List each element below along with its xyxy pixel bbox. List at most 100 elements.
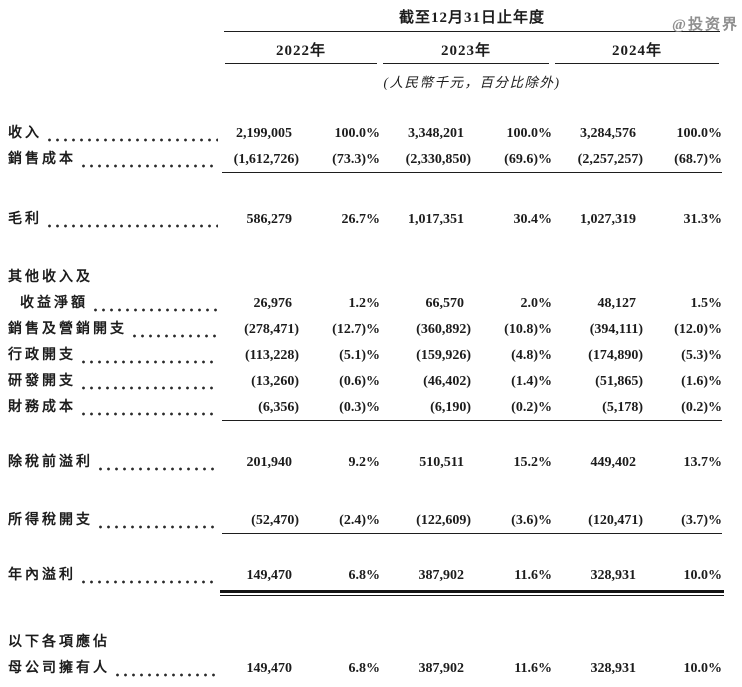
percent-cell: 11.6% <box>469 563 554 596</box>
percent-cell: 9.2% <box>348 455 381 470</box>
percent-cell: 100.0% <box>676 126 723 141</box>
amount-cell <box>222 630 299 656</box>
amount-cell: 26,976 <box>253 296 293 311</box>
row-label: 毛利 <box>8 212 42 227</box>
percent-cell: (69.6)% <box>471 147 552 173</box>
row-label-cell: 所得稅開支 <box>8 508 222 534</box>
table-row: 毛利 586,279 26.7% 1,017,351 30.4% 1,027,319 31.… <box>8 207 742 233</box>
percent-cell: (0.6)% <box>339 374 380 389</box>
row-label-cell: 其他收入及 <box>8 265 222 291</box>
row-label-cell: 毛利 <box>8 207 222 233</box>
percent-cell: 100.0% <box>506 126 553 141</box>
table-row: 行政開支 (113,228) (5.1)% (159,926) (4.8)% (174,8… <box>8 343 742 369</box>
amount-cell: (51,865) <box>595 374 643 389</box>
row-label-cell: 以下各項應佔 <box>8 630 222 656</box>
percent-cell <box>643 630 722 656</box>
percent-cell: 13.7% <box>683 455 723 470</box>
row-label: 收益淨額 <box>20 296 88 311</box>
dot-leader <box>99 467 218 471</box>
percent-cell: (1.4)% <box>511 374 552 389</box>
amount-cell: (159,926) <box>416 348 471 363</box>
year-column-2022: 2022年 <box>225 39 377 64</box>
table-row: 銷售及營銷開支 (278,471) (12.7)% (360,892) (10.8)% (… <box>8 317 742 343</box>
percent-cell: 10.0% <box>641 563 724 596</box>
percent-cell: (1.6)% <box>681 374 722 389</box>
amount-cell <box>380 630 471 656</box>
row-label-cell: 銷售及營銷開支 <box>8 317 222 343</box>
percent-cell <box>471 265 552 291</box>
percent-cell: (0.2)% <box>471 395 552 421</box>
percent-cell <box>299 265 380 291</box>
amount-cell: (174,890) <box>588 348 643 363</box>
row-label: 行政開支 <box>8 348 76 363</box>
row-label: 其他收入及 <box>8 270 93 285</box>
percent-cell: 30.4% <box>513 212 553 227</box>
percent-cell: (5.1)% <box>339 348 380 363</box>
period-header: 截至12月31日止年度 <box>224 0 720 32</box>
year-column-2024: 2024年 <box>555 39 719 64</box>
dot-leader <box>82 164 218 168</box>
row-label-cell: 收益淨額 <box>8 291 222 317</box>
percent-cell: (3.6)% <box>471 508 552 534</box>
row-label: 銷售及營銷開支 <box>8 322 127 337</box>
percent-cell: (10.8)% <box>504 322 552 337</box>
row-label-cell: 銷售成本 <box>8 147 222 173</box>
dot-leader <box>116 673 218 677</box>
dot-leader <box>48 138 218 142</box>
percent-cell: 1.2% <box>348 296 381 311</box>
amount-cell: 1,017,351 <box>408 212 464 227</box>
row-label-cell: 除稅前溢利 <box>8 450 222 476</box>
row-label: 銷售成本 <box>8 152 76 167</box>
amount-cell: 328,931 <box>590 661 637 676</box>
dot-leader <box>133 334 218 338</box>
row-label-cell: 年內溢利 <box>8 563 222 589</box>
amount-cell: (52,470) <box>222 508 299 534</box>
amount-cell: 149,470 <box>220 563 301 596</box>
row-label: 財務成本 <box>8 400 76 415</box>
dot-leader <box>94 308 218 312</box>
amount-cell: 66,570 <box>425 296 465 311</box>
amount-cell: (2,330,850) <box>380 147 471 173</box>
dot-leader <box>82 360 218 364</box>
row-label: 所得稅開支 <box>8 513 93 528</box>
table-row: 除稅前溢利 201,940 9.2% 510,511 15.2% 449,402 13.7% <box>8 450 742 476</box>
table-row: 所得稅開支 (52,470) (2.4)% (122,609) (3.6)% (120,4… <box>8 508 742 534</box>
amount-cell: 510,511 <box>419 455 464 470</box>
row-label: 以下各項應佔 <box>8 635 110 650</box>
amount-cell: 3,348,201 <box>408 126 464 141</box>
amount-cell: (122,609) <box>380 508 471 534</box>
amount-cell: (46,402) <box>423 374 471 389</box>
amount-cell: 48,127 <box>597 296 637 311</box>
table-row: 以下各項應佔 <box>8 630 742 656</box>
row-label: 除稅前溢利 <box>8 455 93 470</box>
amount-cell: (278,471) <box>244 322 299 337</box>
row-label-cell: 財務成本 <box>8 395 222 421</box>
year-column-2023: 2023年 <box>383 39 549 64</box>
amount-cell <box>552 630 643 656</box>
amount-cell: 201,940 <box>246 455 293 470</box>
table-row: 財務成本 (6,356) (0.3)% (6,190) (0.2)% (5,178) (0.… <box>8 395 742 421</box>
percent-cell: (12.7)% <box>332 322 380 337</box>
watermark: @投资界 <box>672 17 739 33</box>
row-label-cell: 研發開支 <box>8 369 222 395</box>
amount-cell: (394,111) <box>589 322 643 337</box>
percent-cell: (3.7)% <box>643 508 722 534</box>
unit-note: (人民幣千元，百分比除外) <box>383 75 561 90</box>
amount-cell: 387,902 <box>418 661 465 676</box>
dot-leader <box>82 580 218 584</box>
row-label-cell: 母公司擁有人 <box>8 656 222 682</box>
row-label: 年內溢利 <box>8 568 76 583</box>
amount-cell: 3,284,576 <box>580 126 636 141</box>
row-label-cell: 行政開支 <box>8 343 222 369</box>
percent-cell: 100.0% <box>334 126 381 141</box>
table-row: 銷售成本 (1,612,726) (73.3)% (2,330,850) (69.6)%… <box>8 147 742 173</box>
percent-cell: 6.8% <box>297 563 382 596</box>
table-row: 收入 2,199,005 100.0% 3,348,201 100.0% 3,284,57… <box>8 121 742 147</box>
dot-leader <box>48 224 218 228</box>
percent-cell: 11.6% <box>514 661 552 676</box>
percent-cell: (0.3)% <box>299 395 380 421</box>
row-label: 研發開支 <box>8 374 76 389</box>
amount-cell: (1,612,726) <box>222 147 299 173</box>
percent-cell: 26.7% <box>341 212 381 227</box>
